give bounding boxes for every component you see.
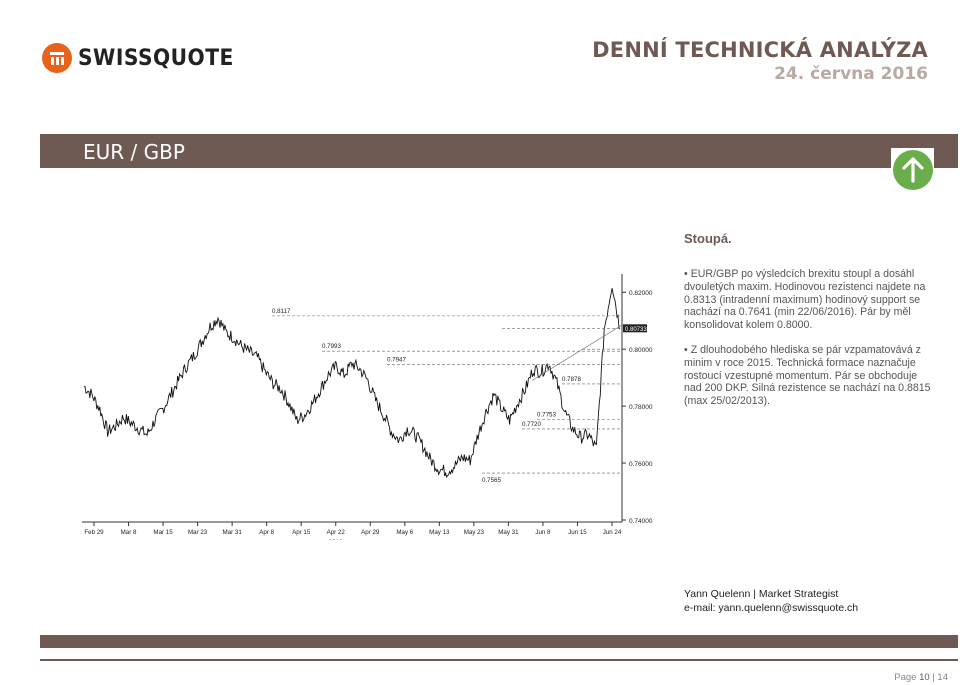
- y-tick-label: 0.78000: [629, 404, 653, 411]
- y-tick-label: 0.82000: [629, 290, 653, 297]
- trend-sentiment: Stoupá.: [684, 231, 732, 246]
- footer-divider: [40, 659, 958, 661]
- x-tick-label: Apr 29: [361, 529, 380, 536]
- brand-name: SWISSQUOTE: [78, 45, 234, 71]
- x-tick-label: Mar 8: [121, 529, 137, 536]
- y-tick-label: 0.74000: [629, 518, 653, 525]
- price-annotation: 0.8117: [272, 308, 291, 315]
- author-info: Yann Quelenn | Market Strategist e-mail:…: [684, 587, 858, 615]
- up-arrow-icon: [893, 150, 933, 190]
- author-email[interactable]: e-mail: yann.quelenn@swissquote.ch: [684, 602, 859, 614]
- price-annotation: 0.7993: [322, 343, 341, 350]
- document-date: 24. června 2016: [774, 64, 928, 84]
- analysis-bullet-1: • EUR/GBP po výsledcích brexitu stoupl a …: [684, 268, 926, 332]
- x-tick-label: Apr 15: [292, 529, 311, 536]
- x-tick-label: Feb 29: [84, 529, 104, 536]
- author-name: Yann Quelenn | Market Strategist: [684, 588, 839, 600]
- x-tick-label: Jun 15: [568, 529, 587, 536]
- eurgbp-price-chart: 0.82000 0.80000 0.78000 0.76000 0.74000 Feb 2…: [82, 274, 653, 540]
- price-annotation: 0.7565: [482, 477, 501, 484]
- current-price-label: 0.80733: [625, 327, 647, 333]
- x-tick-label: May 13: [429, 529, 450, 536]
- x-axis-year-label: 2016: [329, 539, 343, 540]
- x-tick-label: Mar 31: [223, 529, 243, 536]
- price-annotation: 0.7753: [537, 411, 556, 418]
- price-annotation: 0.7720: [522, 421, 541, 428]
- analysis-bullets: • EUR/GBP po výsledcích brexitu stoupl a …: [684, 268, 934, 420]
- price-line: [83, 288, 621, 479]
- price-annotation: 0.7947: [387, 356, 406, 363]
- swissquote-logo-icon: [42, 43, 72, 73]
- document-title: DENNÍ TECHNICKÁ ANALÝZA: [592, 38, 928, 62]
- x-tick-label: Mar 15: [153, 529, 173, 536]
- x-tick-label: May 6: [396, 529, 413, 536]
- x-tick-label: Jun 8: [535, 529, 551, 536]
- trend-line: [531, 324, 623, 381]
- x-tick-label: Apr 8: [259, 529, 274, 536]
- footer-bar: [40, 635, 958, 648]
- x-tick-label: May 31: [498, 529, 519, 536]
- document-header: DENNÍ TECHNICKÁ ANALÝZA 24. června 2016: [592, 38, 928, 84]
- brand-logo: SWISSQUOTE: [42, 42, 247, 74]
- x-tick-label: Jun 24: [603, 529, 622, 536]
- trend-indicator: [891, 148, 937, 192]
- x-tick-label: Apr 22: [327, 529, 346, 536]
- y-tick-label: 0.76000: [629, 461, 653, 468]
- x-tick-label: Mar 23: [188, 529, 208, 536]
- current-price-marker: [623, 324, 647, 333]
- currency-pair-title: EUR / GBP: [83, 140, 185, 164]
- price-annotation: 0.7878: [562, 376, 581, 383]
- y-tick-label: 0.80000: [629, 347, 653, 354]
- x-tick-label: May 23: [464, 529, 485, 536]
- analysis-bullet-2: • Z dlouhodobého hlediska se pár vzpamato…: [684, 343, 931, 408]
- page-number: Page 10 | 14: [894, 672, 948, 683]
- pair-banner: EUR / GBP: [40, 134, 958, 168]
